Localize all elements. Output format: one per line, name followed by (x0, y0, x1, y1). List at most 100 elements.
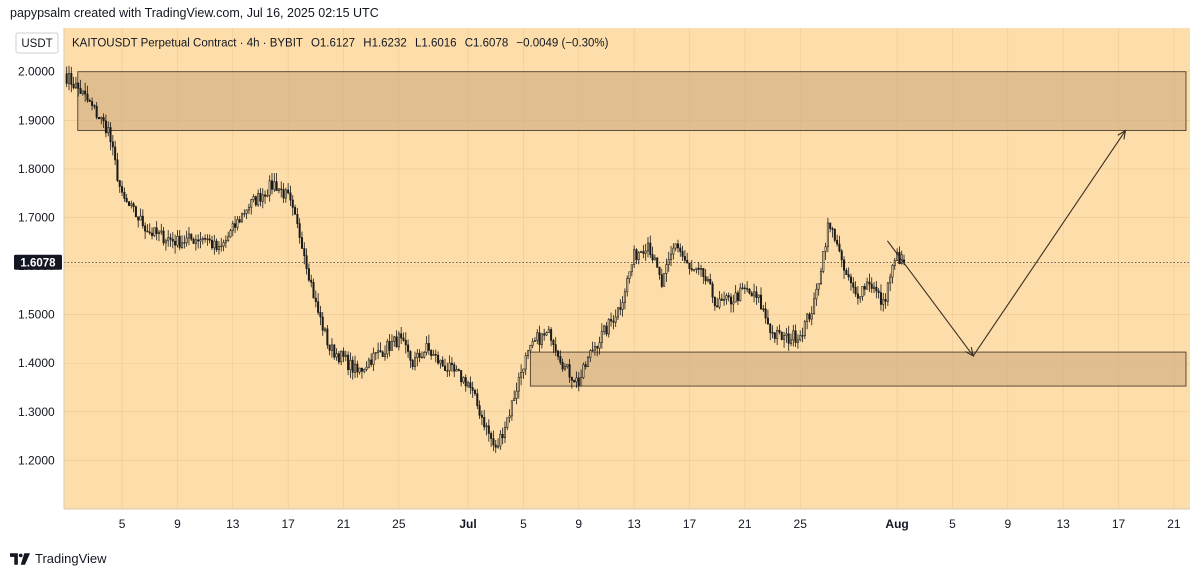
candle-body (471, 387, 474, 391)
candle (563, 363, 566, 371)
candle-body (171, 238, 174, 242)
candle-body (264, 194, 267, 197)
candle-body (420, 356, 423, 359)
candle (148, 223, 151, 235)
candle (423, 350, 426, 359)
candle (741, 282, 744, 291)
candle (817, 283, 820, 296)
candle (605, 322, 608, 337)
candle (806, 312, 809, 330)
candle-body (596, 346, 599, 349)
candle (287, 183, 290, 195)
candle (513, 390, 516, 401)
candle (801, 327, 804, 343)
candle (446, 362, 449, 377)
currency-badge[interactable] (15, 32, 59, 54)
candle-body (238, 219, 241, 223)
candle-body (501, 434, 504, 439)
candle-body (845, 269, 848, 275)
candle (573, 379, 576, 383)
candle (201, 236, 204, 245)
candle (808, 312, 811, 323)
candle (533, 337, 536, 342)
candle (813, 292, 816, 315)
candle (187, 227, 190, 246)
candle-body (397, 333, 400, 348)
candle-body (607, 319, 610, 335)
candle (151, 227, 154, 240)
time-tick-label: 13 (627, 517, 641, 531)
candle-body (582, 364, 585, 378)
candle-body (409, 351, 412, 361)
candle-body (483, 417, 486, 428)
price-chart[interactable]: 2.00001.90001.80001.70001.60001.50001.40… (9, 28, 1190, 540)
candle (635, 248, 638, 265)
candle-body (478, 405, 481, 416)
candle-body (598, 342, 601, 349)
candle (370, 353, 373, 368)
candle (330, 338, 333, 358)
candle (109, 122, 112, 151)
candle-body (416, 352, 419, 359)
candle (342, 347, 345, 363)
candle (600, 323, 603, 349)
candle-body (247, 206, 250, 211)
candle-body (227, 236, 230, 241)
candle (174, 234, 177, 254)
candle-body (450, 362, 453, 365)
candle-body (492, 438, 495, 446)
candle (123, 187, 126, 202)
candle (254, 195, 257, 207)
candle (125, 193, 128, 203)
candle-body (100, 117, 103, 120)
candle (67, 65, 71, 91)
candle (72, 76, 75, 90)
candle (706, 276, 709, 283)
candle-body (213, 240, 216, 249)
candle (324, 327, 327, 333)
candle (819, 267, 822, 286)
candle-body (162, 230, 165, 244)
candle (732, 294, 735, 313)
candle-body (785, 333, 788, 336)
footer-brand[interactable]: TradingView (10, 551, 107, 566)
candle-body (462, 377, 465, 383)
candle (810, 306, 813, 326)
candle-body (229, 230, 232, 238)
candle-body (593, 346, 596, 351)
candle-body (584, 364, 587, 368)
candle-body (275, 181, 278, 192)
candle (697, 262, 700, 275)
candle (312, 278, 315, 299)
candle (649, 235, 652, 259)
candle-body (649, 242, 652, 255)
candle (540, 333, 543, 349)
candle-body (508, 415, 511, 419)
candle (400, 327, 403, 344)
candle-body (623, 291, 626, 303)
candle (469, 376, 472, 395)
candle (104, 114, 107, 138)
candle (97, 116, 101, 120)
candle-body (856, 293, 859, 299)
candle (663, 273, 666, 287)
time-tick-label: 21 (337, 517, 351, 531)
candle (377, 342, 380, 360)
candle-body (455, 369, 458, 372)
candle (485, 422, 488, 436)
candle-body (277, 188, 280, 192)
candle-body (644, 250, 647, 254)
candle-body (497, 445, 500, 448)
candle-body (220, 245, 223, 248)
candle (171, 232, 174, 249)
candle-body (245, 209, 248, 214)
candle (633, 245, 636, 269)
candle (833, 228, 836, 243)
candle (815, 283, 818, 306)
candle (81, 90, 84, 96)
candle-body (713, 296, 716, 307)
candle-body (870, 283, 873, 289)
candle (554, 336, 557, 357)
candle (354, 355, 357, 379)
candle (711, 281, 714, 303)
